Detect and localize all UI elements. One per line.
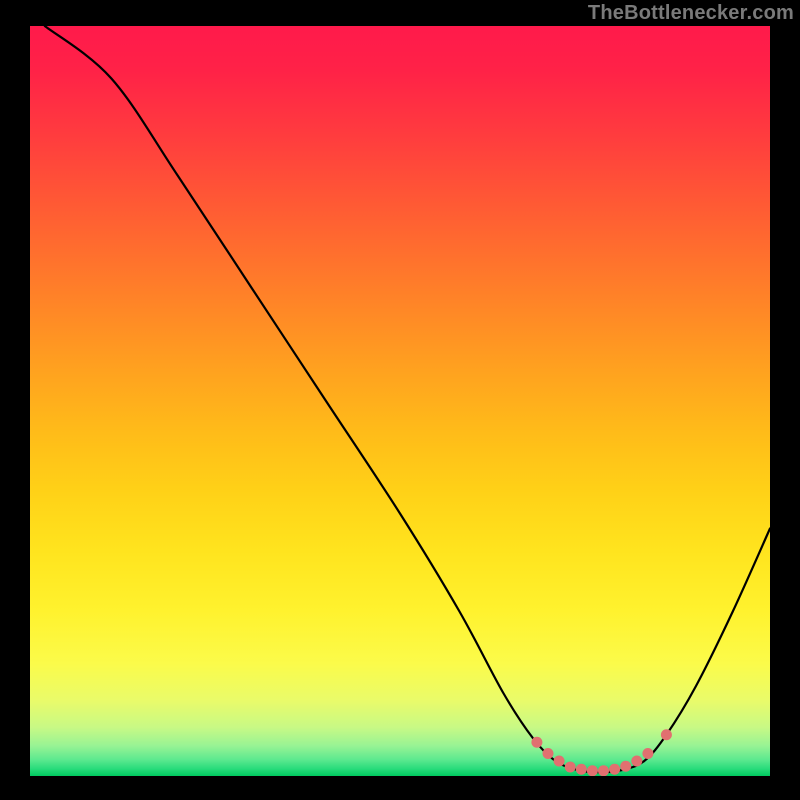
optimal-marker xyxy=(576,764,587,775)
curve-line xyxy=(45,26,770,772)
optimal-marker xyxy=(554,756,565,767)
chart-root: TheBottlenecker.com xyxy=(0,0,800,800)
optimal-marker xyxy=(587,765,598,776)
optimal-marker xyxy=(609,764,620,775)
optimal-marker xyxy=(531,737,542,748)
plot-area xyxy=(30,26,770,776)
optimal-marker xyxy=(642,748,653,759)
optimal-markers xyxy=(531,729,672,776)
optimal-marker xyxy=(620,761,631,772)
optimal-marker xyxy=(598,765,609,776)
optimal-marker xyxy=(565,762,576,773)
bottleneck-curve xyxy=(30,26,770,776)
attribution-text: TheBottlenecker.com xyxy=(588,0,800,25)
optimal-marker xyxy=(661,729,672,740)
optimal-marker xyxy=(631,756,642,767)
optimal-marker xyxy=(543,748,554,759)
